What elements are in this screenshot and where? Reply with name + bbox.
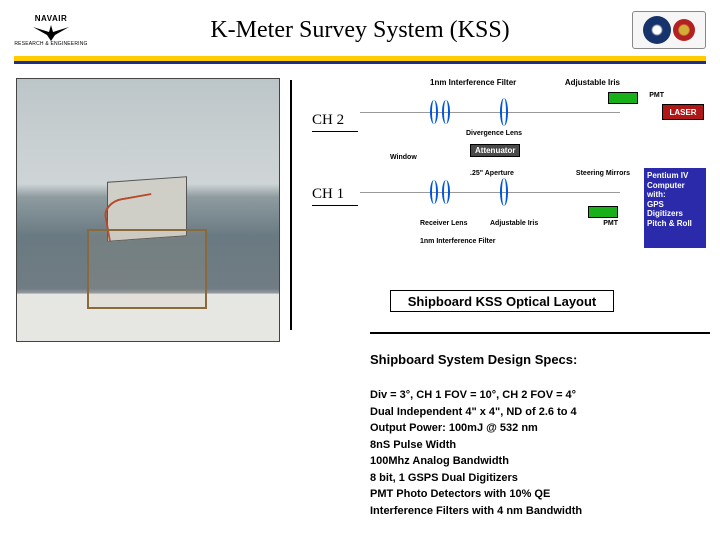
attenuator-box: Attenuator — [470, 144, 520, 157]
accent-blue — [14, 61, 706, 64]
label-interference-top: 1nm Interference Filter — [430, 78, 516, 87]
spec-line: 8nS Pulse Width — [370, 437, 710, 454]
navair-sublabel: RESEARCH & ENGINEERING — [14, 41, 87, 47]
diagram-caption: Shipboard KSS Optical Layout — [390, 290, 614, 312]
label-adj-iris-bot: Adjustable Iris — [490, 220, 538, 227]
beam-ch1 — [360, 192, 620, 193]
lens-icon — [500, 178, 508, 206]
lens-icon — [430, 100, 438, 124]
usmc-seal-icon — [673, 19, 695, 41]
specs-list: Div = 3°, CH 1 FOV = 10°, CH 2 FOV = 4° … — [370, 387, 710, 519]
pmt-box-top — [608, 92, 638, 104]
computer-l3: with: — [647, 190, 703, 200]
label-steering: Steering Mirrors — [576, 170, 630, 177]
label-receiver: Receiver Lens — [420, 220, 467, 227]
lens-icon — [442, 180, 450, 204]
label-aperture: .25" Aperture — [470, 170, 514, 177]
label-divergence: Divergence Lens — [466, 130, 522, 137]
label-ch1: CH 1 — [312, 186, 358, 206]
label-ch2: CH 2 — [312, 112, 358, 132]
spec-line: Div = 3°, CH 1 FOV = 10°, CH 2 FOV = 4° — [370, 387, 710, 404]
computer-l5: Digitizers — [647, 209, 703, 219]
specs-heading: Shipboard System Design Specs: — [370, 352, 710, 367]
navair-label: NAVAIR — [35, 14, 67, 23]
specs-section: Shipboard System Design Specs: Div = 3°,… — [370, 352, 710, 519]
onr-seal-icon — [643, 16, 671, 44]
spec-line: 100Mhz Analog Bandwidth — [370, 453, 710, 470]
lens-icon — [500, 98, 508, 126]
label-pmt-top: PMT — [649, 92, 664, 99]
lens-icon — [442, 100, 450, 124]
kss-photo — [16, 78, 280, 342]
onr-logo — [632, 11, 706, 49]
wings-icon — [31, 23, 71, 41]
spec-line: 8 bit, 1 GSPS Dual Digitizers — [370, 470, 710, 487]
spec-line: Dual Independent 4" x 4", ND of 2.6 to 4 — [370, 404, 710, 421]
computer-l4: GPS — [647, 200, 703, 210]
computer-box: Pentium IV Computer with: GPS Digitizers… — [644, 168, 706, 248]
computer-l2: Computer — [647, 181, 703, 191]
slide-title: K-Meter Survey System (KSS) — [210, 17, 509, 44]
beam-ch2 — [360, 112, 620, 113]
pmt-box-bottom — [588, 206, 618, 218]
laser-box: LASER — [662, 104, 704, 120]
label-adjustable-iris: Adjustable Iris — [565, 78, 620, 87]
computer-l1: Pentium IV — [647, 171, 703, 181]
label-pmt-bot: PMT — [603, 220, 618, 227]
spec-line: PMT Photo Detectors with 10% QE — [370, 486, 710, 503]
kss-apparatus — [77, 169, 217, 319]
label-interference-bot: 1nm Interference Filter — [420, 238, 495, 245]
slide-content: 1nm Interference Filter Adjustable Iris … — [0, 72, 720, 540]
lens-icon — [430, 180, 438, 204]
slide-header: NAVAIR RESEARCH & ENGINEERING K-Meter Su… — [0, 0, 720, 54]
separator-horizontal — [370, 332, 710, 334]
spec-line: Interference Filters with 4 nm Bandwidth — [370, 503, 710, 520]
computer-l6: Pitch & Roll — [647, 219, 703, 229]
optical-diagram: 1nm Interference Filter Adjustable Iris … — [300, 78, 710, 278]
separator-vertical — [290, 80, 292, 330]
label-window: Window — [390, 154, 417, 161]
navair-logo: NAVAIR RESEARCH & ENGINEERING — [14, 9, 88, 51]
mount-frame — [87, 229, 207, 309]
spec-line: Output Power: 100mJ @ 532 nm — [370, 420, 710, 437]
